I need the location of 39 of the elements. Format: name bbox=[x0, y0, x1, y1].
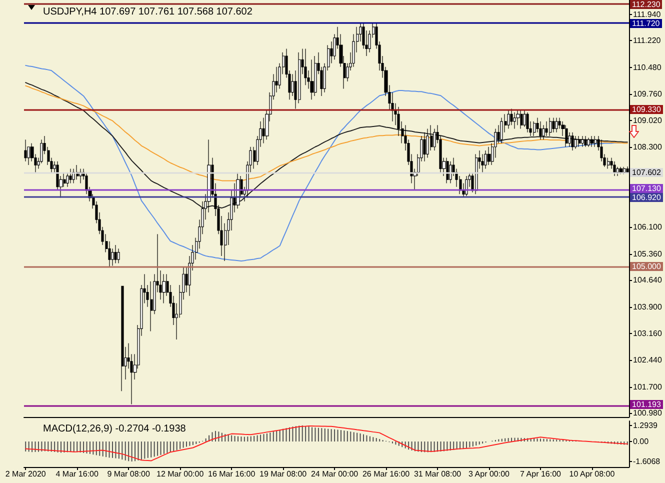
y-tick-label: 109.760 bbox=[633, 89, 662, 98]
x-tick-label: 12 Mar 00:00 bbox=[156, 470, 204, 478]
ref-line-label: 101.193 bbox=[630, 400, 663, 408]
x-tick-label: 9 Mar 08:00 bbox=[107, 470, 150, 478]
x-tick-label: 7 Apr 16:00 bbox=[520, 470, 562, 478]
y-tick-label: 106.100 bbox=[633, 222, 662, 232]
x-tick-label: 4 Mar 16:00 bbox=[56, 470, 99, 478]
x-tick-label: 26 Mar 16:00 bbox=[362, 470, 410, 478]
y-tick-label: 100.980 bbox=[633, 408, 662, 418]
y-tick-label: 102.440 bbox=[633, 355, 662, 364]
y-tick-label: 111.940 bbox=[633, 10, 662, 20]
x-tick-label: 16 Mar 16:00 bbox=[208, 470, 256, 478]
x-tick-label: 24 Mar 00:00 bbox=[310, 470, 359, 478]
ref-line-label: 106.920 bbox=[630, 193, 663, 202]
ref-line-label: 112.230 bbox=[630, 0, 662, 9]
y-tick-label: 0.00 bbox=[633, 437, 650, 446]
y-tick-label: 109.020 bbox=[633, 116, 662, 126]
ref-line-label: 105.000 bbox=[630, 262, 663, 272]
y-tick-label: 103.160 bbox=[633, 329, 662, 338]
x-tick-label: 19 Mar 08:00 bbox=[259, 470, 308, 478]
y-tick-label: -1.6068 bbox=[633, 456, 661, 466]
ref-line-label: 111.720 bbox=[630, 19, 662, 28]
ref-line-label: 109.330 bbox=[630, 104, 663, 114]
y-tick-label: 101.700 bbox=[633, 382, 662, 392]
y-tick-label: 110.480 bbox=[633, 63, 662, 72]
ref-line-label: 107.602 bbox=[630, 168, 663, 177]
x-tick-label: 10 Apr 08:00 bbox=[569, 470, 616, 478]
y-tick-label: 104.640 bbox=[633, 275, 662, 284]
y-tick-label: 103.900 bbox=[633, 302, 662, 312]
chart-title: MACD(12,26,9) -0.2704 -0.1938 bbox=[43, 424, 186, 434]
text: USDJPY,H4 107.697 107.761 107.568 107.602 bbox=[43, 6, 253, 18]
y-tick-label: 105.360 bbox=[633, 249, 662, 258]
x-tick-label: 31 Mar 08:00 bbox=[414, 470, 462, 478]
y-tick-label: 1.2939 bbox=[633, 420, 658, 430]
x-tick-label: 3 Apr 00:00 bbox=[468, 470, 510, 478]
y-tick-label: 111.220 bbox=[633, 36, 662, 46]
ref-line-label: 107.130 bbox=[630, 184, 663, 194]
y-tick-label: 108.300 bbox=[633, 142, 662, 152]
x-tick-label: 2 Mar 2020 bbox=[5, 470, 46, 478]
